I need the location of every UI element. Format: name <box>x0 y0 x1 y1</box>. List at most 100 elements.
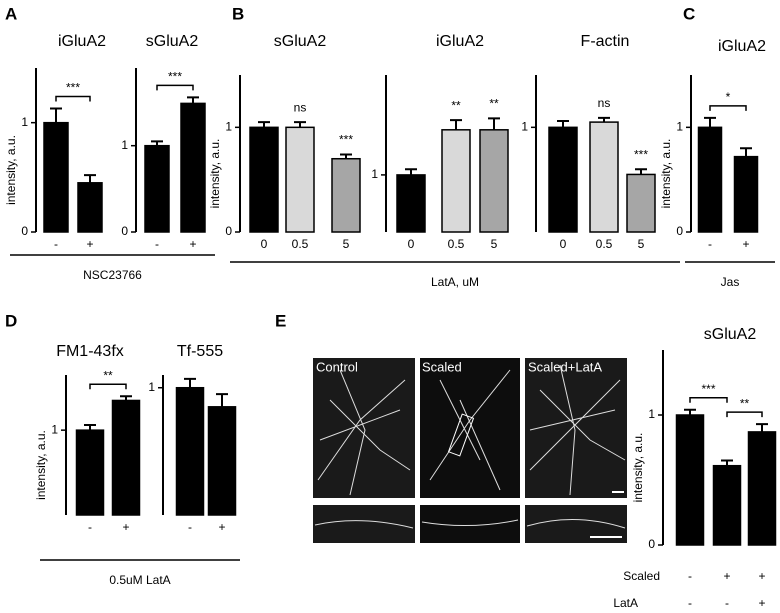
error-bar <box>684 408 696 415</box>
chart-title: iGluA2 <box>718 38 766 55</box>
x-tick-label: + <box>86 237 93 251</box>
error-bar <box>405 168 417 175</box>
x-tick-label: 5 <box>638 237 645 251</box>
error-bar <box>450 119 462 130</box>
y-tick-label: 0 <box>676 224 683 238</box>
x-tick-label: 0.5 <box>448 237 465 251</box>
y-tick-label: 0 <box>121 224 128 238</box>
error-bar <box>598 116 610 123</box>
y-tick-label: 1 <box>51 422 58 436</box>
bar <box>733 155 759 233</box>
x-tick-label: - <box>688 569 692 583</box>
y-axis-label: intensity, a.u. <box>4 135 18 205</box>
bar <box>180 102 206 233</box>
significance: ** <box>489 97 499 111</box>
x-tick-label: - <box>708 237 712 251</box>
error-bar <box>216 393 228 407</box>
panel-label: C <box>683 4 695 23</box>
significance: *** <box>634 147 648 161</box>
x-tick-label: 0 <box>560 237 567 251</box>
x-tick-label: 0.5 <box>596 237 613 251</box>
chart-title: sGluA2 <box>704 326 757 343</box>
micrographs <box>313 358 627 543</box>
error-bar <box>258 121 270 128</box>
y-tick-label: 1 <box>676 120 683 134</box>
y-tick-label: 0 <box>225 224 232 238</box>
error-bar <box>187 96 199 104</box>
group-label: Jas <box>721 275 740 289</box>
x-tick-label: 0.5 <box>292 237 309 251</box>
bar <box>75 429 105 516</box>
x-tick-label: 5 <box>491 237 498 251</box>
x-tick-label: + <box>742 237 749 251</box>
significance: ** <box>740 396 750 410</box>
roi-box <box>447 413 475 457</box>
bar <box>626 173 656 233</box>
y-axis-label: intensity, a.u. <box>34 430 48 500</box>
bar <box>441 129 471 233</box>
chart-title: iGluA2 <box>436 33 484 50</box>
bracket <box>55 95 91 102</box>
error-bar <box>151 140 163 146</box>
error-bar <box>84 424 96 431</box>
error-bar <box>721 459 733 466</box>
x-tick-label: + <box>758 569 765 583</box>
bracket <box>89 383 127 390</box>
image-label: Scaled+LatA <box>528 359 602 374</box>
image-label: Scaled <box>422 359 462 374</box>
bar <box>144 144 170 233</box>
y-tick-label: 1 <box>148 380 155 394</box>
x-tick-label: + <box>189 237 196 251</box>
bracket <box>709 105 747 111</box>
significance: *** <box>168 70 182 84</box>
bar <box>285 126 315 233</box>
panel-label: A <box>5 4 17 23</box>
panel-label: B <box>232 4 244 23</box>
significance: ns <box>598 96 611 110</box>
y-tick-label: 1 <box>648 407 655 421</box>
bar <box>697 126 723 233</box>
y-tick-label: 1 <box>225 120 232 134</box>
bracket <box>726 411 763 418</box>
neurites <box>314 364 626 529</box>
error-bar <box>488 117 500 130</box>
row-label: Scaled <box>623 569 660 583</box>
bar <box>111 399 141 516</box>
x-tick-label: - <box>188 520 192 534</box>
x-tick-label: + <box>218 520 225 534</box>
group-label: 0.5uM LatA <box>109 573 170 587</box>
bar <box>77 182 103 233</box>
bar <box>548 126 578 233</box>
bar <box>175 386 205 516</box>
chart-title: Tf-555 <box>177 343 223 360</box>
y-tick-label: 1 <box>21 115 28 129</box>
image <box>525 358 627 498</box>
x-tick-label: + <box>758 596 765 610</box>
y-axis-label: intensity, a.u. <box>631 433 645 503</box>
bar <box>249 126 279 233</box>
chart-title: sGluA2 <box>274 33 327 50</box>
bar <box>479 129 509 233</box>
x-tick-label: 0 <box>408 237 415 251</box>
panel-label: D <box>5 311 17 330</box>
chart-title: FM1-43fx <box>56 343 124 360</box>
bar <box>396 174 426 233</box>
bar <box>43 121 69 233</box>
x-tick-label: + <box>723 569 730 583</box>
significance: ns <box>294 100 307 114</box>
y-tick-label: 0 <box>648 537 655 551</box>
panel-label: E <box>275 311 286 330</box>
bar <box>207 406 237 516</box>
x-tick-label: - <box>155 237 159 251</box>
y-axis-label: intensity, a.u. <box>208 139 222 209</box>
chart-title: F-actin <box>581 33 630 50</box>
error-bar <box>340 153 352 159</box>
significance: ** <box>451 98 461 112</box>
significance: *** <box>701 382 715 396</box>
chart-title: sGluA2 <box>146 33 199 50</box>
bar <box>589 121 619 233</box>
row-label: LatA <box>613 596 638 610</box>
error-bar <box>756 423 768 432</box>
bar <box>331 157 361 233</box>
